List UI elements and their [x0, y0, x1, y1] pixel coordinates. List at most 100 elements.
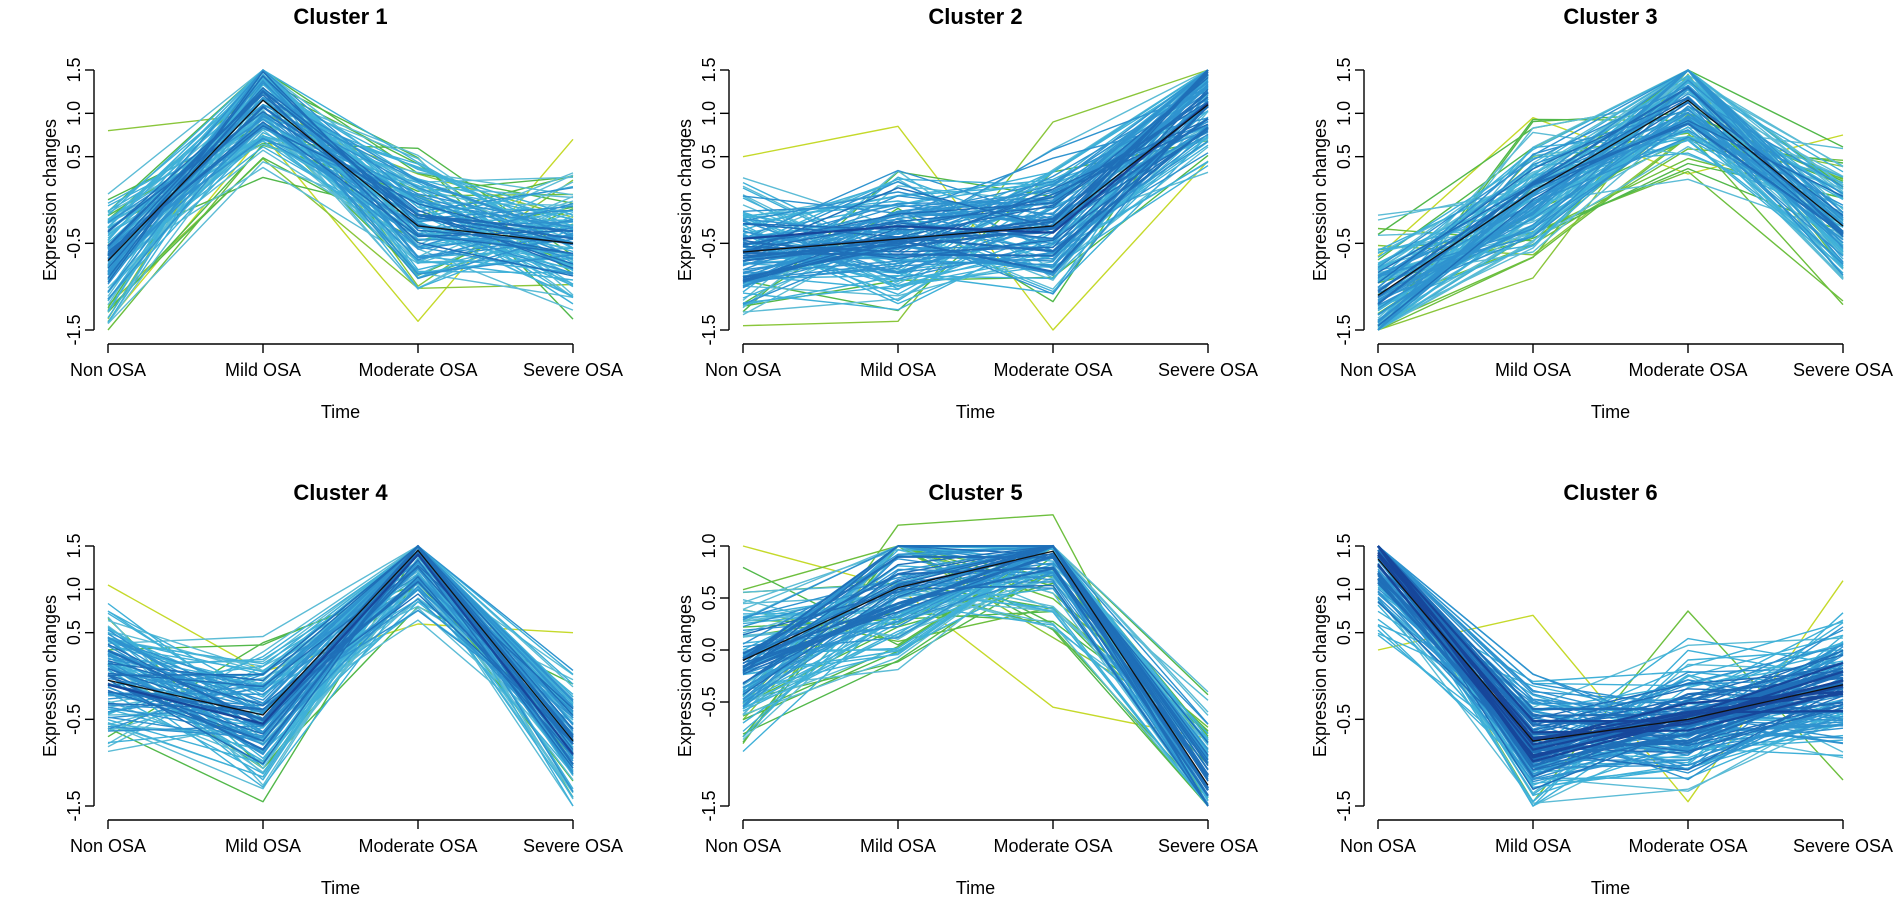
profile-line	[107, 90, 574, 247]
profile-line	[107, 110, 574, 246]
profile-line	[1377, 86, 1844, 316]
profile-line	[107, 97, 574, 273]
x-tick-label: Moderate OSA	[358, 360, 477, 380]
y-axis-label: Expression changes	[40, 119, 60, 281]
y-tick-label: 1.0	[1334, 577, 1354, 602]
profile-line	[107, 121, 574, 255]
y-tick-label: 0.5	[64, 620, 84, 645]
y-tick-label: 1.0	[699, 101, 719, 126]
x-tick-label: Mild OSA	[1495, 360, 1571, 380]
panel-title: Cluster 4	[293, 480, 388, 505]
y-tick-label: -1.5	[1334, 314, 1354, 345]
y-tick-label: 0.5	[1334, 620, 1354, 645]
panel-title: Cluster 6	[1563, 480, 1657, 505]
profile-line	[1377, 69, 1844, 279]
profile-line	[742, 105, 1209, 257]
series-line	[107, 553, 574, 755]
x-tick-label: Severe OSA	[1793, 360, 1893, 380]
x-tick-label: Non OSA	[1340, 836, 1416, 856]
y-tick-label: 1.5	[699, 57, 719, 82]
profile-line	[1377, 545, 1844, 750]
x-tick-label: Moderate OSA	[993, 360, 1112, 380]
x-tick-label: Non OSA	[705, 360, 781, 380]
centroid-line	[742, 104, 1209, 253]
x-axis-label: Time	[1591, 402, 1630, 422]
x-tick-label: Moderate OSA	[1628, 360, 1747, 380]
y-tick-label: 1.5	[1334, 57, 1354, 82]
profile-line	[742, 117, 1209, 279]
x-tick-label: Non OSA	[1340, 360, 1416, 380]
cluster-panel-5: Cluster 5 -1.5 -0.5 0.0 0.5 1.0 Expression cha…	[675, 480, 1258, 898]
x-tick-label: Non OSA	[70, 836, 146, 856]
profile-line	[107, 91, 574, 277]
profile-line	[1377, 545, 1844, 737]
profile-line	[107, 112, 574, 300]
y-tick-label: -1.5	[1334, 790, 1354, 821]
x-tick-label: Mild OSA	[860, 836, 936, 856]
y-tick-label: 1.5	[64, 533, 84, 558]
profile-line	[742, 128, 1209, 280]
y-tick-label: -0.5	[64, 704, 84, 735]
x-tick-label: Mild OSA	[860, 360, 936, 380]
x-tick-label: Non OSA	[705, 836, 781, 856]
profile-line	[1377, 102, 1844, 327]
profile-line	[107, 158, 574, 306]
profile-line	[1377, 545, 1844, 740]
series-line	[742, 69, 1209, 327]
profile-line	[107, 545, 574, 713]
y-tick-label: 0.0	[699, 637, 719, 662]
profile-line	[107, 552, 574, 745]
profile-line	[107, 545, 574, 719]
profile-line	[1377, 97, 1844, 274]
profile-line	[107, 124, 574, 249]
y-tick-label: -1.5	[64, 314, 84, 345]
profile-line	[107, 69, 574, 213]
profile-line	[742, 545, 1209, 767]
y-axis-label: Expression changes	[1310, 119, 1330, 281]
x-tick-label: Moderate OSA	[1628, 836, 1747, 856]
profile-line	[1377, 122, 1844, 293]
x-axis-label: Time	[1591, 878, 1630, 898]
cluster-panel-1: Cluster 1 -1.5 -0.5 0.5 1.0 1.5 Expression cha…	[40, 4, 623, 422]
profile-line	[107, 545, 574, 730]
profile-line	[742, 567, 1209, 797]
profile-line	[742, 545, 1209, 807]
y-tick-label: 0.5	[699, 144, 719, 169]
x-axis-label: Time	[956, 402, 995, 422]
y-tick-label: -1.5	[64, 790, 84, 821]
profile-line	[742, 123, 1209, 257]
y-tick-label: -0.5	[699, 686, 719, 717]
profile-line	[742, 545, 1209, 764]
y-tick-label: -1.5	[699, 314, 719, 345]
profile-line	[1377, 545, 1844, 763]
centroid-line	[1377, 558, 1844, 742]
y-tick-label: 1.0	[1334, 101, 1354, 126]
y-axis-label: Expression changes	[1310, 595, 1330, 757]
panel-title: Cluster 2	[928, 4, 1022, 29]
x-tick-label: Severe OSA	[1158, 836, 1258, 856]
y-axis-label: Expression changes	[675, 119, 695, 281]
x-axis-label: Time	[321, 878, 360, 898]
y-tick-label: 1.0	[64, 577, 84, 602]
profile-line	[107, 549, 574, 751]
y-tick-label: -1.5	[699, 790, 719, 821]
y-tick-label: -0.5	[1334, 704, 1354, 735]
cluster-panel-4: Cluster 4 -1.5 -0.5 0.5 1.0 1.5 Expression cha…	[40, 480, 623, 898]
profile-line	[742, 584, 1209, 807]
y-tick-label: 0.5	[1334, 144, 1354, 169]
x-tick-label: Severe OSA	[523, 836, 623, 856]
x-axis-label: Time	[321, 402, 360, 422]
panel-title: Cluster 3	[1563, 4, 1657, 29]
y-tick-label: 1.0	[64, 101, 84, 126]
profile-line	[742, 544, 1209, 789]
profile-line	[1377, 96, 1844, 284]
x-tick-label: Non OSA	[70, 360, 146, 380]
cluster-panel-2: Cluster 2 -1.5 -0.5 0.5 1.0 1.5 Expression cha…	[675, 4, 1258, 422]
panel-title: Cluster 5	[928, 480, 1022, 505]
centroid-line	[1377, 99, 1844, 296]
y-tick-label: -0.5	[1334, 228, 1354, 259]
series-line	[742, 555, 1209, 792]
x-tick-label: Severe OSA	[1158, 360, 1258, 380]
profile-line	[1377, 563, 1844, 757]
